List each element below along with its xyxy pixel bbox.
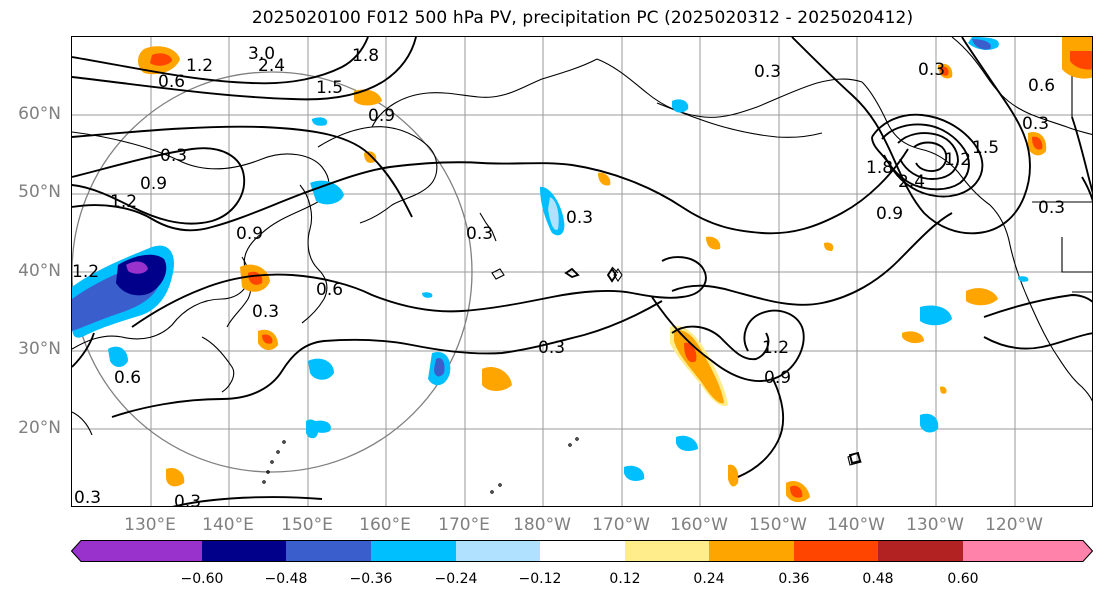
colorbar-segment — [540, 540, 625, 562]
colorbar-tick-label: 0.48 — [862, 571, 894, 587]
lat-label-20n: 20°N — [18, 418, 61, 438]
reference-circle — [72, 71, 473, 473]
contour-label: 0.9 — [876, 204, 903, 224]
colorbar-tick-label: −0.24 — [434, 571, 478, 587]
colorbar — [71, 540, 1093, 562]
lon-label-140w: 140°W — [827, 515, 885, 535]
map-title: 2025020100 F012 500 hPa PV, precipitatio… — [251, 8, 914, 28]
colorbar-tick-label: −0.36 — [349, 571, 393, 587]
contour-label: 0.6 — [158, 72, 185, 92]
colorbar-tick-label: 0.24 — [693, 571, 725, 587]
lat-label-50n: 50°N — [18, 182, 61, 202]
lon-label-120w: 120°W — [985, 515, 1043, 535]
contour-label: 0.3 — [566, 208, 593, 228]
colorbar-segment — [456, 540, 540, 562]
colorbar-tick-label: 0.12 — [609, 571, 641, 587]
contour-label: 0.9 — [236, 224, 263, 244]
contour-label: 1.8 — [866, 158, 893, 178]
lon-label-130w: 130°W — [906, 515, 964, 535]
lat-label-30n: 30°N — [18, 339, 61, 359]
colorbar-outline — [71, 540, 1093, 562]
contour-label: 0.3 — [74, 488, 101, 507]
lon-label-160e: 160°E — [359, 515, 411, 535]
lon-label-150w: 150°W — [749, 515, 807, 535]
colorbar-segment — [625, 540, 709, 562]
colorbar-tick-label: −0.48 — [264, 571, 308, 587]
contour-label: 0.3 — [174, 492, 201, 507]
colorbar-segment — [202, 540, 286, 562]
lon-label-170w: 170°W — [592, 515, 650, 535]
contour-label: 0.3 — [1038, 198, 1065, 218]
lon-label-160w: 160°W — [670, 515, 728, 535]
contour-label: 0.3 — [918, 60, 945, 80]
map-canvas: 3.0 2.4 1.8 1.2 0.6 1.5 0.9 0.3 0.3 1.2 … — [72, 37, 1092, 507]
lon-label-180w: 180°W — [513, 515, 571, 535]
lon-label-150e: 150°E — [281, 515, 333, 535]
contour-label: 3.0 — [248, 44, 275, 64]
colorbar-tick-label: 0.60 — [947, 571, 979, 587]
coastlines — [72, 37, 1092, 436]
contour-label: 1.2 — [186, 56, 213, 76]
contour-label: 0.9 — [764, 368, 791, 388]
lon-label-170e: 170°E — [438, 515, 490, 535]
contour-label: 0.3 — [1022, 114, 1049, 134]
contour-label: 0.3 — [252, 302, 279, 322]
contour-label: 1.2 — [762, 338, 789, 358]
contour-label: 0.9 — [368, 106, 395, 126]
contour-label: 1.8 — [352, 46, 379, 66]
contour-label: 1.5 — [316, 78, 343, 98]
contour-label: 0.6 — [114, 368, 141, 388]
lat-label-40n: 40°N — [18, 261, 61, 281]
colorbar-segment — [286, 540, 371, 562]
contour-label: 0.6 — [316, 280, 343, 300]
colorbar-segment — [878, 540, 963, 562]
contour-label: 0.3 — [538, 338, 565, 358]
lon-label-130e: 130°E — [124, 515, 176, 535]
lat-label-60n: 60°N — [18, 104, 61, 124]
colorbar-tick-label: −0.60 — [180, 571, 224, 587]
colorbar-tick-label: 0.36 — [778, 571, 810, 587]
contour-label: 1.2 — [72, 262, 99, 282]
contour-label: 0.3 — [754, 62, 781, 82]
colorbar-segment — [371, 540, 456, 562]
contour-label-group: 3.0 2.4 1.8 1.2 0.6 1.5 0.9 0.3 0.3 1.2 … — [72, 44, 1065, 507]
contour-label: 0.6 — [1028, 76, 1055, 96]
contour-label: 0.9 — [140, 174, 167, 194]
pv-contours — [72, 37, 1092, 506]
colorbar-segment — [963, 540, 1093, 562]
precip-shading — [72, 37, 1092, 503]
contour-label: 2.4 — [898, 172, 925, 192]
map-panel: 3.0 2.4 1.8 1.2 0.6 1.5 0.9 0.3 0.3 1.2 … — [71, 36, 1093, 507]
colorbar-tick-label: −0.12 — [518, 571, 562, 587]
gridlines — [72, 37, 1092, 506]
contour-label: 1.2 — [944, 150, 971, 170]
contour-label: 1.5 — [972, 138, 999, 158]
contour-label: 2.4 — [258, 56, 285, 76]
colorbar-segment — [794, 540, 878, 562]
colorbar-segment — [71, 540, 202, 562]
contour-label: 0.3 — [160, 146, 187, 166]
contour-label: 1.2 — [110, 192, 137, 212]
lon-label-140e: 140°E — [202, 515, 254, 535]
colorbar-segment — [709, 540, 794, 562]
contour-label: 0.3 — [466, 224, 493, 244]
